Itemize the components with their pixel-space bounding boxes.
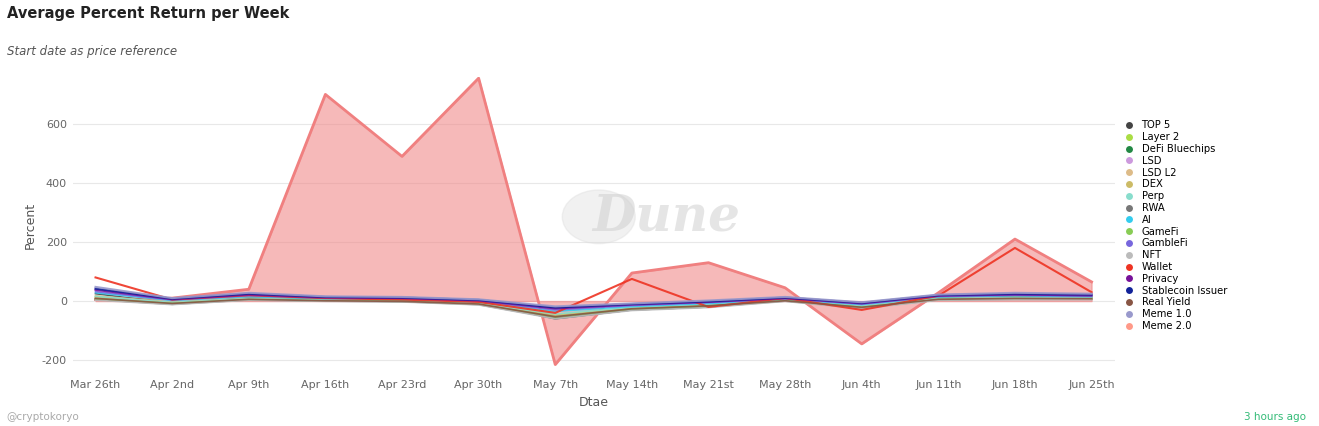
Y-axis label: Percent: Percent: [24, 202, 37, 249]
Ellipse shape: [562, 190, 636, 244]
Text: Start date as price reference: Start date as price reference: [7, 45, 177, 58]
Legend: TOP 5, Layer 2, DeFi Bluechips, LSD, LSD L2, DEX, Perp, RWA, AI, GameFi, GambleF: TOP 5, Layer 2, DeFi Bluechips, LSD, LSD…: [1115, 116, 1231, 335]
Text: Dune: Dune: [592, 192, 740, 242]
Text: @cryptokoryo: @cryptokoryo: [7, 412, 79, 422]
X-axis label: Dtae: Dtae: [579, 396, 608, 409]
Text: Average Percent Return per Week: Average Percent Return per Week: [7, 6, 289, 21]
Text: 3 hours ago: 3 hours ago: [1244, 412, 1306, 422]
